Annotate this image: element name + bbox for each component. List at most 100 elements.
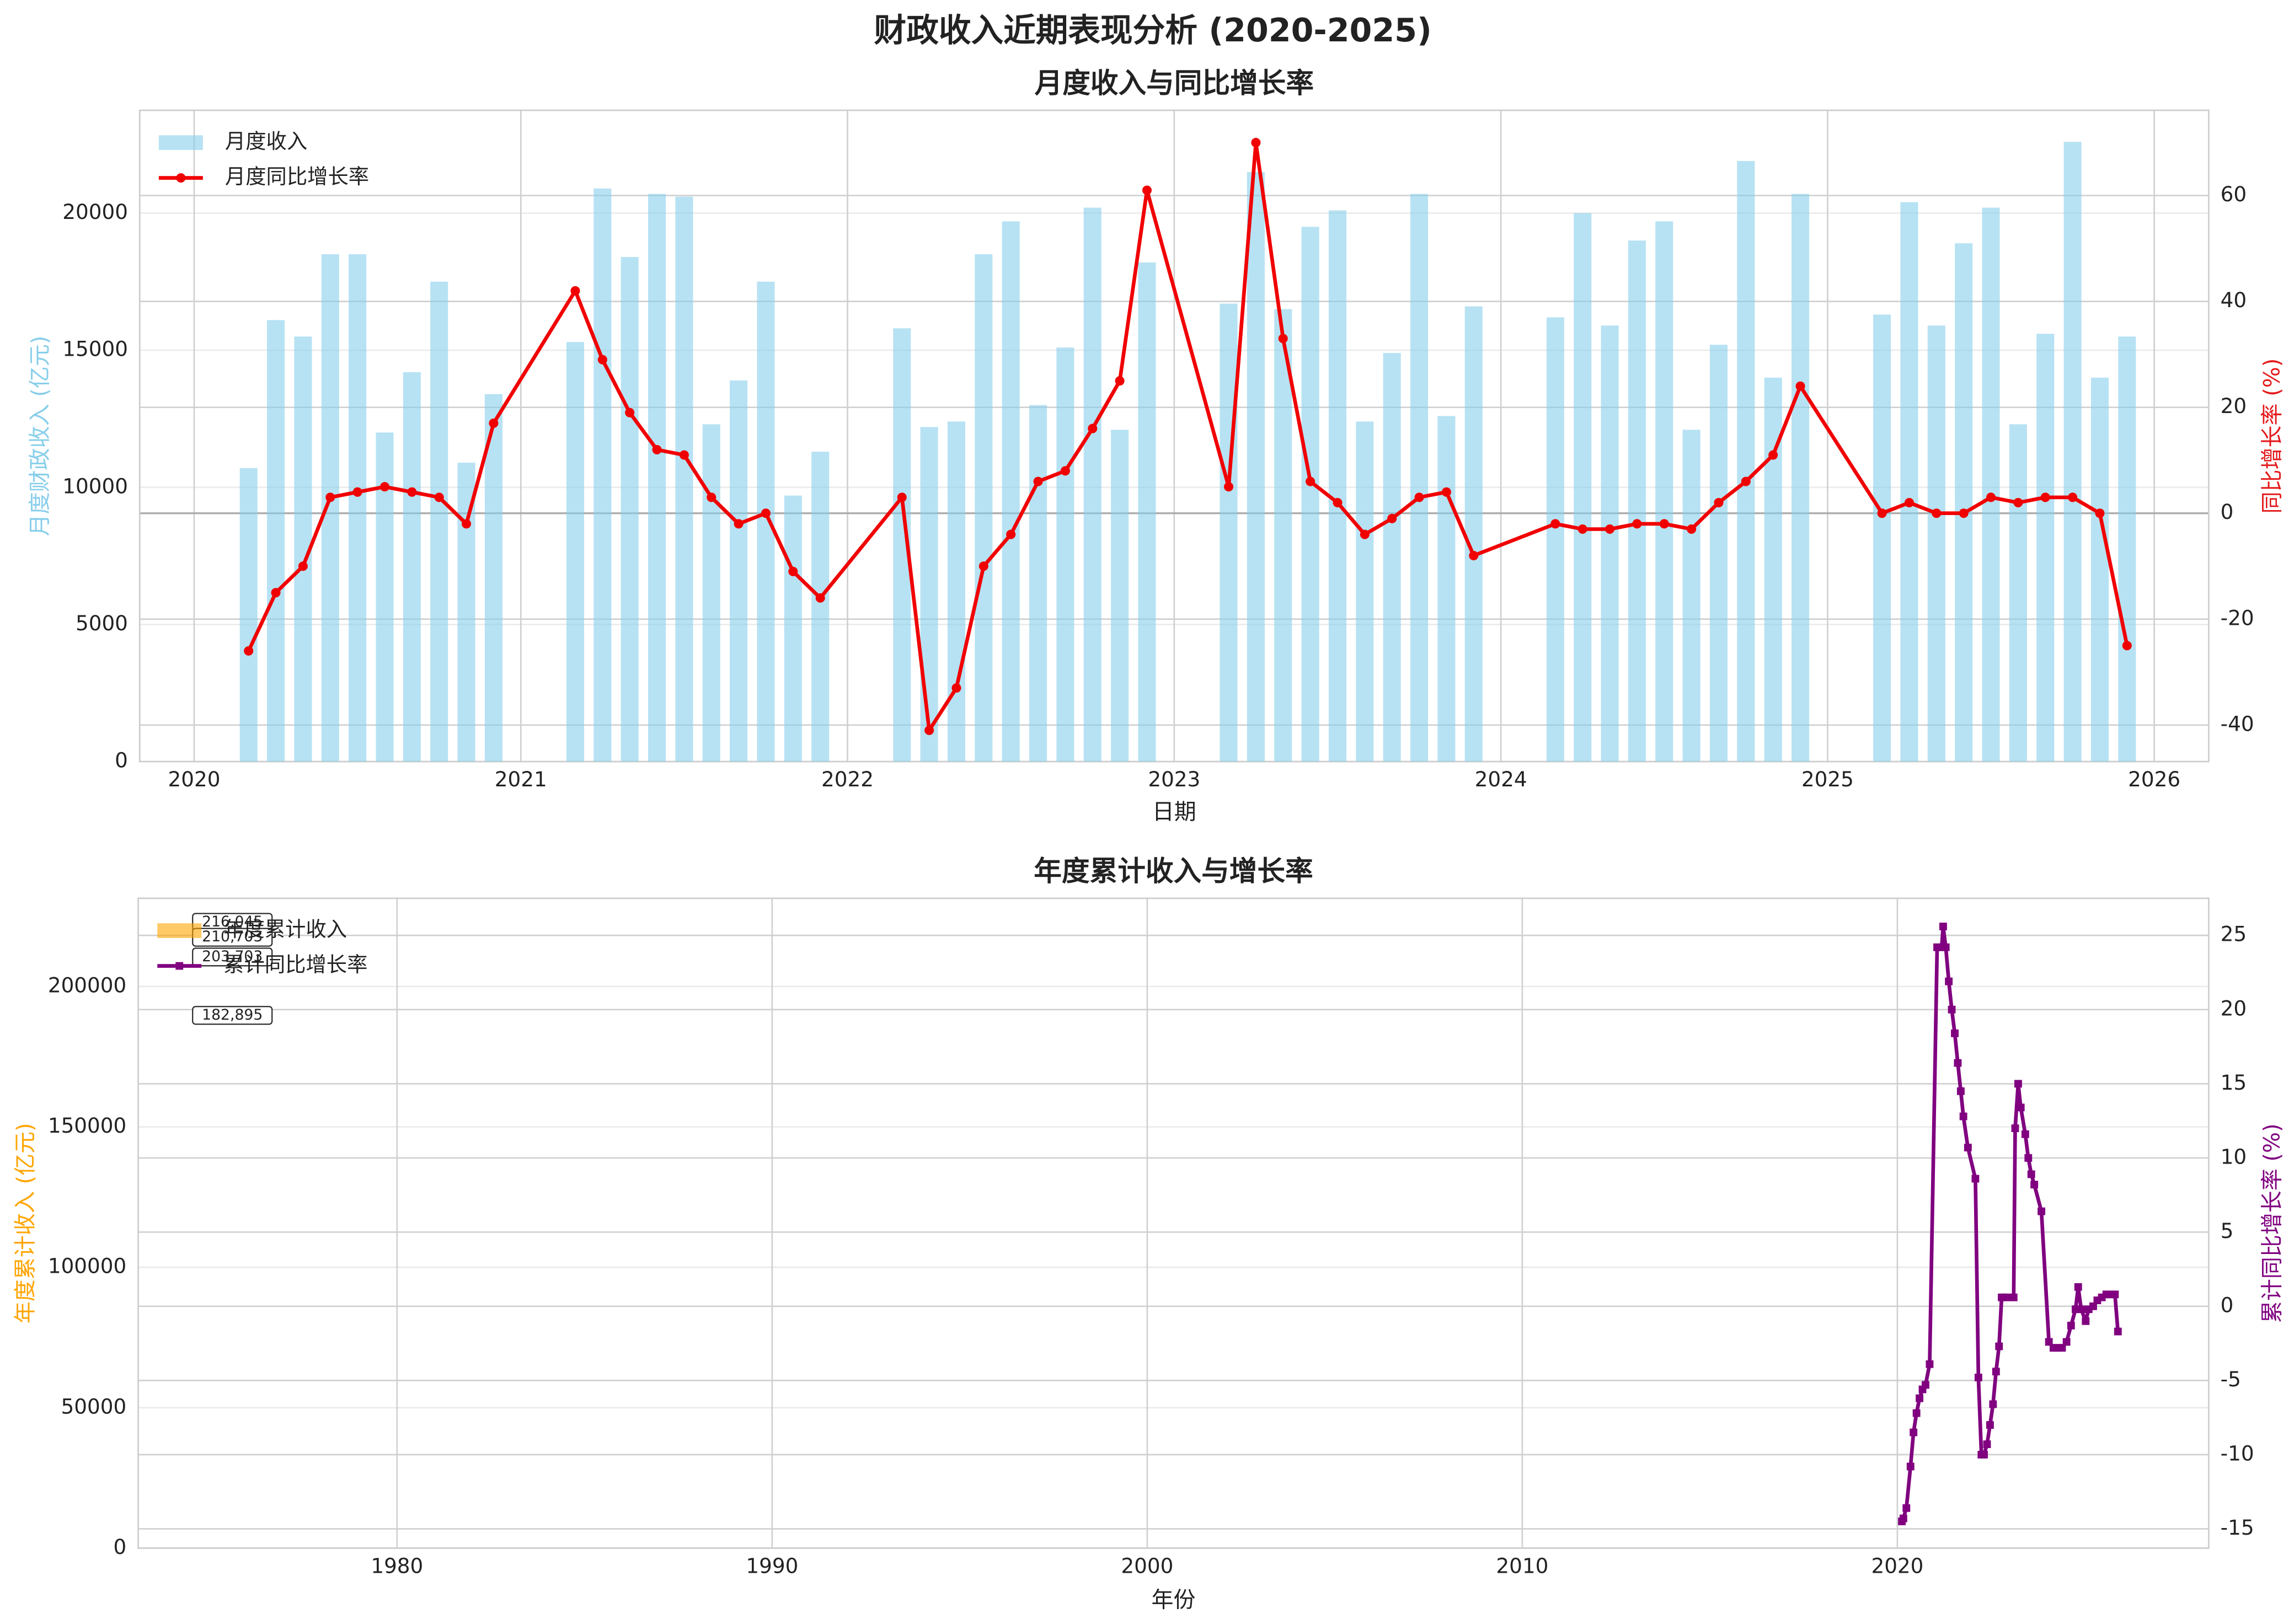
marker: [2114, 1327, 2122, 1336]
marker: [1964, 1144, 1972, 1151]
marker: [1414, 492, 1424, 502]
marker: [1956, 1087, 1965, 1095]
marker: [652, 444, 662, 455]
bar: [566, 342, 585, 762]
y2-tick-label: 10: [2221, 1144, 2247, 1169]
marker: [1971, 1175, 1980, 1183]
bar-value-label: 210,703: [202, 928, 263, 945]
bar: [1982, 207, 2000, 762]
bar: [1791, 194, 1810, 762]
marker: [2011, 1124, 2019, 1132]
bar: [811, 452, 830, 762]
y2-tick-label: 15: [2221, 1070, 2247, 1095]
marker: [2082, 1317, 2090, 1325]
marker: [2122, 641, 2132, 651]
bar-value-label: 182,895: [202, 1006, 263, 1023]
marker: [2021, 1130, 2029, 1138]
y-tick-label: 200000: [48, 973, 126, 997]
y2-tick-label: 0: [2221, 1293, 2234, 1317]
bar: [1138, 262, 1156, 762]
marker: [897, 492, 907, 502]
figure-title: 财政收入近期表现分析 (2020-2025): [874, 12, 1432, 49]
x-axis-label: 年份: [1151, 1587, 1195, 1612]
bar: [1247, 171, 1265, 762]
marker: [1632, 519, 1642, 529]
marker: [1469, 551, 1479, 561]
bar: [1437, 416, 1456, 762]
x-tick-label: 2020: [1871, 1554, 1923, 1578]
bar: [349, 254, 367, 762]
bar: [1628, 240, 1646, 762]
marker: [734, 519, 744, 529]
bar: [593, 188, 612, 762]
marker: [407, 487, 417, 497]
marker: [2038, 1207, 2046, 1215]
legend-label: 年度累计收入: [223, 917, 347, 941]
x-tick-label: 1990: [746, 1554, 798, 1578]
bar: [2090, 377, 2109, 762]
x-tick-label: 1980: [371, 1554, 423, 1578]
marker: [2111, 1290, 2119, 1299]
y-axis-label: 月度财政收入 (亿元): [28, 336, 53, 537]
bar: [1220, 303, 1238, 762]
marker: [2027, 1170, 2035, 1178]
marker: [2030, 1181, 2039, 1189]
bar: [1873, 314, 1891, 762]
bar: [1655, 221, 1673, 762]
marker: [2024, 1154, 2033, 1162]
marker: [1983, 1440, 1991, 1448]
y-tick-label: 50000: [61, 1394, 127, 1418]
marker: [2062, 1338, 2071, 1346]
marker: [1959, 508, 1969, 518]
marker: [2077, 1305, 2086, 1314]
bar: [376, 432, 394, 762]
bar: [1056, 347, 1074, 762]
marker: [1906, 1462, 1915, 1471]
marker: [570, 286, 580, 296]
marker: [951, 683, 961, 693]
y2-tick-label: 25: [2221, 922, 2247, 946]
marker: [1904, 497, 1914, 508]
marker: [2009, 1293, 2018, 1301]
y2-axis-label: 累计同比增长率 (%): [2260, 1123, 2285, 1323]
legend-swatch: [157, 923, 202, 938]
bar: [1546, 317, 1564, 762]
x-tick-label: 2021: [495, 767, 547, 791]
subplot-title: 年度累计收入与增长率: [1034, 855, 1313, 887]
marker: [1387, 513, 1397, 523]
marker: [1989, 1400, 1997, 1408]
marker: [1687, 524, 1697, 534]
marker: [1922, 1381, 1929, 1389]
bar: [1464, 306, 1483, 762]
marker: [1550, 519, 1560, 529]
bar: [1111, 430, 1129, 762]
plot-frame: [138, 109, 2210, 763]
bar-value-label: 216,045: [202, 913, 263, 930]
y-tick-label: 20000: [62, 200, 128, 224]
marker: [325, 492, 335, 502]
marker: [434, 492, 444, 502]
bar: [784, 495, 802, 762]
marker: [2095, 508, 2105, 518]
bar: [2009, 424, 2027, 762]
marker: [1578, 524, 1587, 534]
marker: [1912, 1409, 1921, 1417]
marker: [1060, 466, 1070, 476]
marker: [2013, 497, 2023, 508]
bar: [702, 424, 720, 762]
marker: [1115, 376, 1125, 386]
plot-frame: [137, 897, 2210, 1549]
marker: [1251, 138, 1261, 148]
bar: [1737, 161, 1755, 762]
y-tick-label: 10000: [62, 474, 128, 498]
marker: [815, 593, 825, 603]
marker: [1951, 1029, 1959, 1037]
marker: [2002, 1293, 2010, 1301]
marker: [1992, 1368, 2000, 1376]
marker: [1902, 1504, 1911, 1512]
marker: [1877, 508, 1887, 518]
y-tick-label: 0: [115, 748, 128, 773]
marker: [707, 492, 716, 502]
marker: [788, 566, 798, 576]
